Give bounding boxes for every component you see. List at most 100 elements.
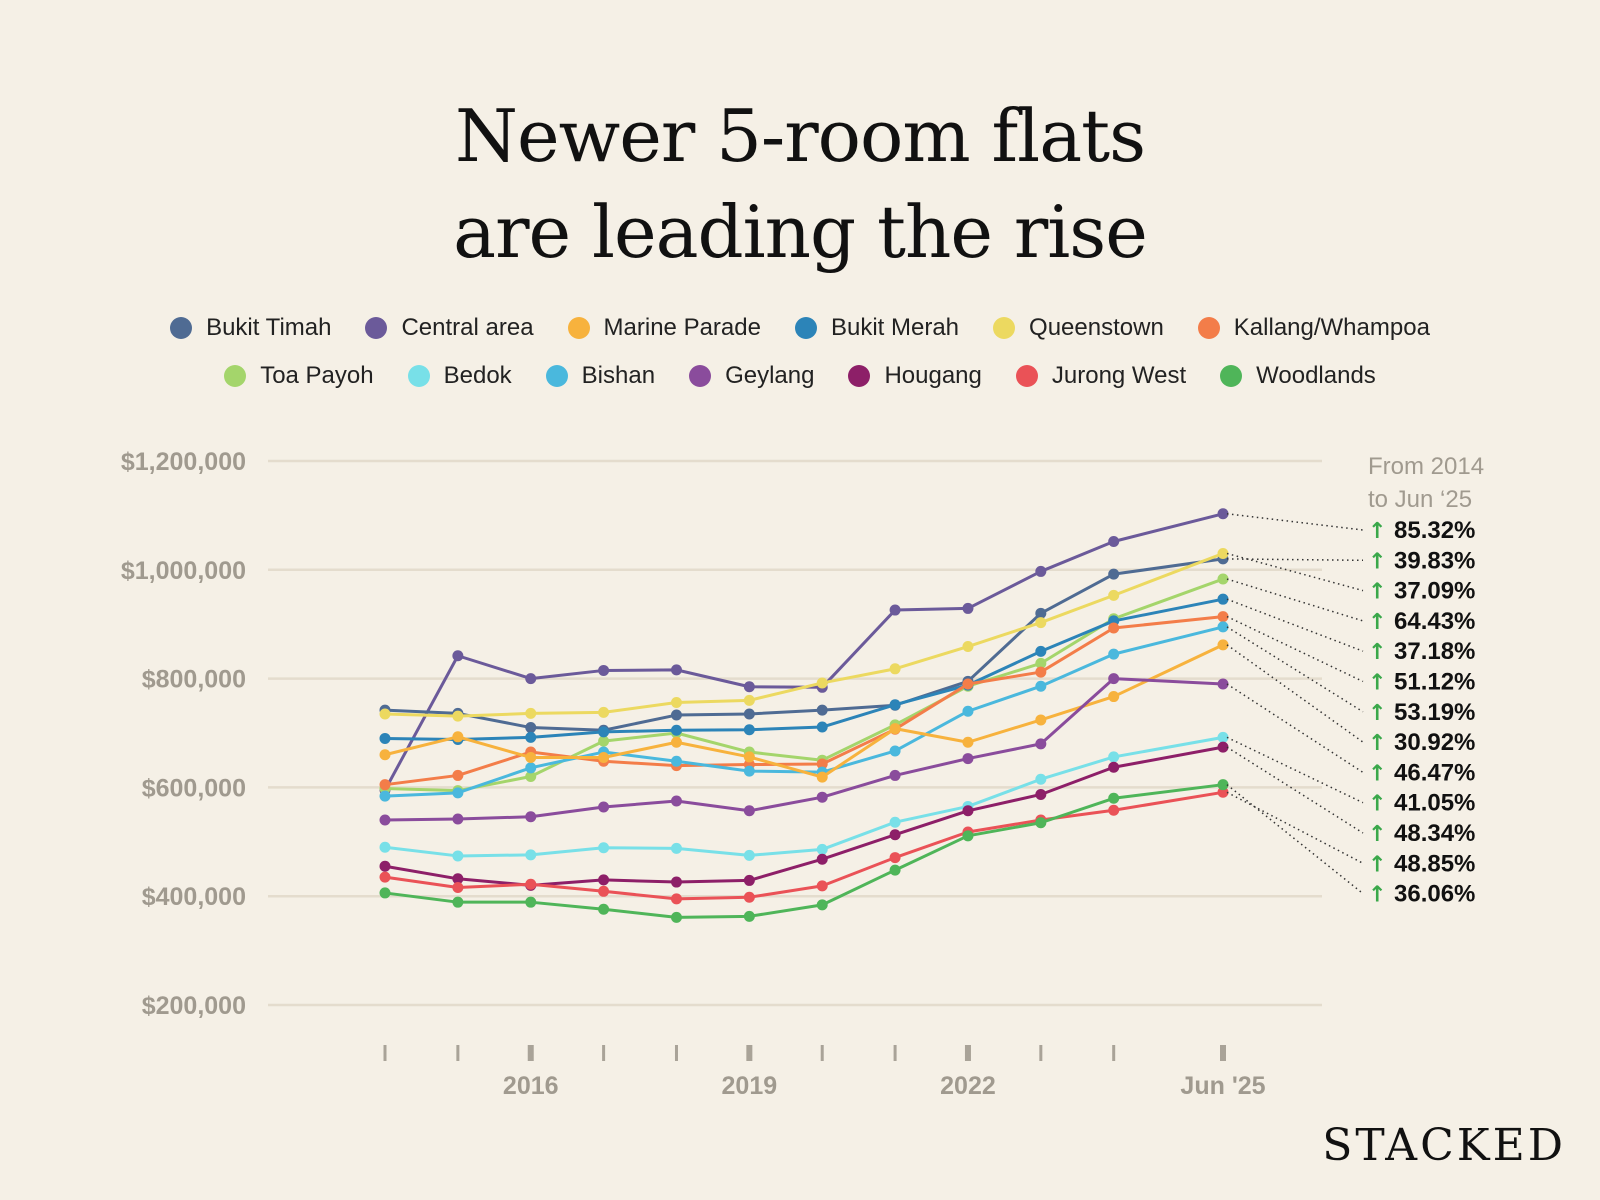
data-point-queenstown [379, 708, 391, 720]
data-point-jurong-west [379, 871, 391, 883]
legend-label: Marine Parade [603, 314, 761, 341]
data-point-hougang [1217, 741, 1229, 753]
change-label-queenstown: 37.09% [1394, 578, 1475, 605]
x-tick-mark [893, 1045, 897, 1061]
data-point-queenstown [743, 694, 755, 706]
up-arrow-icon: ↑ [1368, 792, 1386, 817]
legend-label: Toa Payoh [260, 362, 374, 389]
data-point-jurong-west [1108, 804, 1120, 816]
legend-swatch [365, 317, 388, 339]
x-tick-mark [383, 1045, 387, 1061]
data-point-jurong-west [670, 893, 682, 905]
legend-label: Jurong West [1051, 362, 1187, 389]
data-point-bukit-merah [525, 731, 537, 743]
up-arrow-icon: ↑ [1368, 519, 1386, 544]
legend-label: Central area [401, 314, 534, 341]
legend-item-kallang-whampoa: Kallang/Whampoa [1197, 314, 1430, 342]
data-point-queenstown [889, 663, 901, 675]
data-point-marine-parade [743, 751, 755, 763]
up-arrow-icon: ↑ [1368, 761, 1386, 786]
data-point-kallang-whampoa [962, 678, 974, 690]
up-arrow-icon: ↑ [1368, 610, 1386, 635]
data-point-kallang-whampoa [379, 779, 391, 791]
data-point-bukit-merah [816, 721, 828, 733]
data-point-bedok [1217, 731, 1229, 743]
data-point-bukit-timah [1108, 568, 1120, 580]
series-line-bishan [384, 625, 1224, 798]
data-point-jurong-west [889, 852, 901, 864]
series-line-geylang [384, 677, 1224, 822]
data-point-bishan [962, 705, 974, 717]
legend-item-bedok: Bedok [407, 362, 512, 390]
data-point-bukit-timah [743, 708, 755, 720]
legend-swatch [567, 317, 590, 339]
data-point-toa-payoh [1217, 573, 1229, 585]
x-tick-mark [456, 1045, 460, 1061]
x-tick-mark [1220, 1045, 1226, 1061]
x-tick-mark [674, 1045, 678, 1061]
leader-line-central-area [1226, 513, 1364, 531]
data-point-toa-payoh [598, 735, 610, 747]
chart-title-line-1: Newer 5-room flats [454, 94, 1146, 178]
data-point-bukit-merah [743, 724, 755, 736]
y-tick-label: $800,000 [142, 666, 246, 694]
leader-line-bukit-merah [1226, 598, 1364, 652]
data-point-bukit-merah [1035, 645, 1047, 657]
data-point-geylang [452, 813, 464, 825]
series-line-toa-payoh [384, 577, 1224, 793]
legend-item-bishan: Bishan [545, 362, 655, 390]
x-tick-mark [1039, 1045, 1043, 1061]
legend-row-2: Toa Payoh Bedok Bishan Geylang Hougang Jurong… [0, 362, 1600, 390]
data-point-woodlands [816, 899, 828, 911]
data-point-central-area [889, 604, 901, 616]
x-tick-label: 2022 [940, 1072, 996, 1100]
data-point-marine-parade [525, 751, 537, 763]
data-point-woodlands [452, 896, 464, 908]
up-arrow-icon: ↑ [1368, 549, 1386, 574]
series-line-bukit-timah [384, 557, 1224, 732]
legend-item-marine-parade: Marine Parade [567, 314, 761, 342]
data-point-woodlands [379, 887, 391, 899]
x-tick-mark [527, 1045, 534, 1061]
legend-swatch [1220, 365, 1243, 387]
data-point-central-area [525, 673, 537, 685]
legend-label: Kallang/Whampoa [1233, 314, 1430, 341]
leader-line-woodlands [1226, 784, 1364, 895]
x-tick-label: 2019 [722, 1072, 778, 1100]
legend-item-woodlands: Woodlands [1220, 362, 1376, 390]
legend-row-1: Bukit Timah Central area Marine Parade Buki… [0, 314, 1600, 342]
legend-item-bukit-timah: Bukit Timah [170, 314, 331, 342]
x-tick-label: Jun '25 [1180, 1072, 1265, 1100]
data-point-bishan [743, 765, 755, 777]
legend-swatch [407, 365, 430, 387]
data-point-bukit-timah [670, 709, 682, 721]
change-label-hougang: 48.34% [1394, 820, 1475, 847]
data-point-bukit-merah [598, 726, 610, 738]
data-point-jurong-west [452, 881, 464, 893]
data-point-bishan [525, 762, 537, 774]
data-point-woodlands [1108, 792, 1120, 804]
data-point-central-area [962, 602, 974, 614]
data-point-queenstown [452, 710, 464, 722]
legend-item-jurong-west: Jurong West [1015, 362, 1187, 390]
data-point-bedok [452, 850, 464, 862]
change-label-bishan: 53.19% [1394, 699, 1475, 726]
up-arrow-icon: ↑ [1368, 640, 1386, 665]
change-label-jurong-west: 48.85% [1394, 850, 1475, 877]
data-point-bedok [816, 843, 828, 855]
data-point-queenstown [962, 641, 974, 653]
legend-label: Geylang [725, 362, 815, 389]
data-point-geylang [962, 753, 974, 765]
data-point-bishan [1217, 621, 1229, 633]
data-point-marine-parade [598, 751, 610, 763]
up-arrow-icon: ↑ [1368, 852, 1386, 877]
legend-swatch [545, 365, 568, 387]
up-arrow-icon: ↑ [1368, 580, 1386, 605]
data-point-bukit-merah [1217, 593, 1229, 605]
y-tick-label: $1,000,000 [121, 557, 246, 585]
x-tick-mark [1112, 1045, 1116, 1061]
x-tick-mark [820, 1045, 824, 1061]
data-point-queenstown [816, 677, 828, 689]
change-note-line-1: From 2014 [1368, 453, 1484, 480]
data-point-hougang [1108, 761, 1120, 773]
